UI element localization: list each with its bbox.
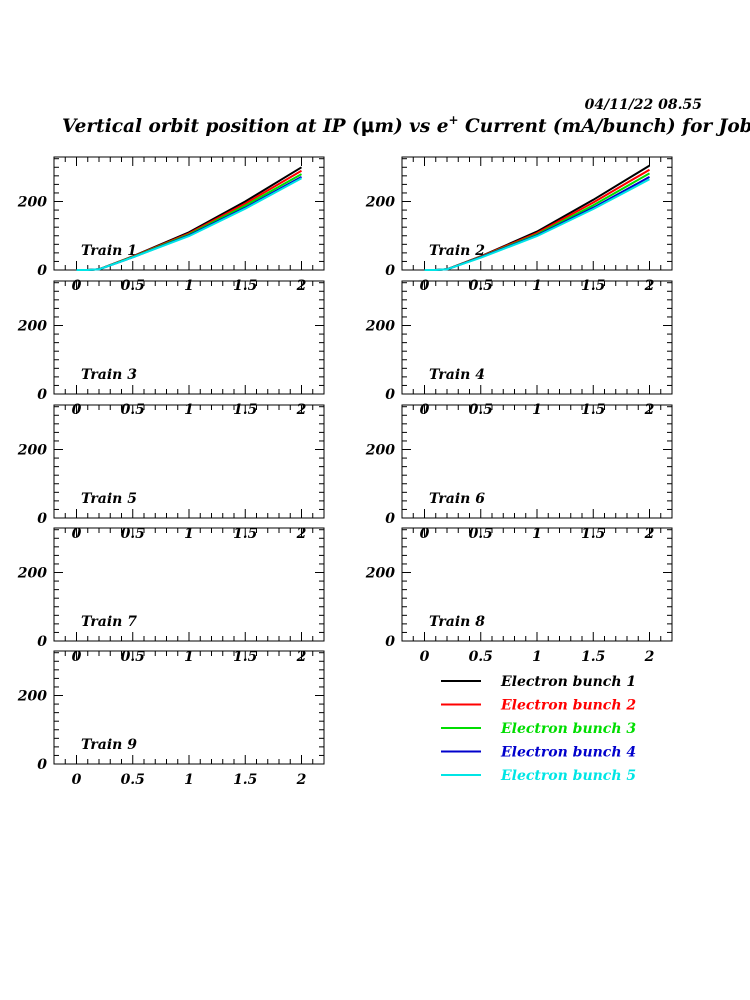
series-line-bunch-5 — [76, 177, 302, 271]
panel-label: Train 9 — [81, 737, 137, 753]
x-tick-label: 1.5 — [581, 649, 605, 665]
legend-label: Electron bunch 4 — [500, 745, 636, 761]
panel-label: Train 5 — [81, 491, 137, 507]
x-tick-label: 0 — [72, 772, 82, 788]
panels: 0 0.5 1 1.5 2 0 200 Train 1 0 0.5 1 1.5 2 0 200 Train 2… — [17, 156, 673, 788]
y-tick-label: 200 — [17, 443, 47, 459]
y-tick-label: 200 — [17, 566, 47, 582]
x-tick-label: 1.5 — [233, 772, 257, 788]
panel-label: Train 3 — [81, 367, 137, 383]
y-tick-label: 200 — [17, 319, 47, 335]
legend: Electron bunch 1 Electron bunch 2 Electron… — [441, 674, 636, 784]
series-line-bunch-5 — [424, 178, 650, 271]
y-tick-label: 0 — [385, 263, 395, 279]
y-tick-label: 200 — [365, 443, 395, 459]
x-tick-label: 1 — [532, 649, 542, 665]
panel-label: Train 1 — [81, 243, 137, 259]
y-tick-label: 0 — [37, 757, 47, 773]
legend-label: Electron bunch 2 — [500, 698, 636, 714]
y-tick-label: 200 — [365, 319, 395, 335]
x-tick-label: 2 — [296, 772, 307, 788]
y-tick-label: 0 — [385, 511, 395, 527]
legend-label: Electron bunch 3 — [500, 721, 636, 737]
legend-label: Electron bunch 5 — [500, 768, 636, 784]
panel-label: Train 6 — [429, 491, 485, 507]
y-tick-label: 0 — [37, 387, 47, 403]
y-tick-label: 0 — [37, 634, 47, 650]
y-tick-label: 200 — [17, 689, 47, 705]
x-tick-label: 2 — [644, 649, 655, 665]
y-tick-label: 0 — [37, 511, 47, 527]
x-tick-label: 0.5 — [121, 772, 145, 788]
x-tick-label: 0.5 — [469, 649, 493, 665]
y-tick-label: 200 — [17, 195, 47, 211]
legend-label: Electron bunch 1 — [500, 674, 636, 690]
x-tick-label: 0 — [420, 649, 430, 665]
panel-train-8: 0 0.5 1 1.5 2 0 200 Train 8 — [365, 527, 673, 665]
timestamp: 04/11/22 08.55 — [585, 97, 702, 113]
y-tick-label: 200 — [365, 195, 395, 211]
chart-title: Vertical orbit position at IP (μm) vs e+… — [62, 113, 750, 137]
panel-train-9: 0 0.5 1 1.5 2 0 200 Train 9 — [17, 650, 325, 788]
y-tick-label: 0 — [385, 634, 395, 650]
x-tick-label: 1 — [184, 772, 194, 788]
y-tick-label: 0 — [37, 263, 47, 279]
y-tick-label: 0 — [385, 387, 395, 403]
panel-label: Train 7 — [81, 614, 137, 630]
panel-label: Train 4 — [429, 367, 485, 383]
y-tick-label: 200 — [365, 566, 395, 582]
panel-label: Train 8 — [429, 614, 485, 630]
panel-label: Train 2 — [429, 243, 485, 259]
